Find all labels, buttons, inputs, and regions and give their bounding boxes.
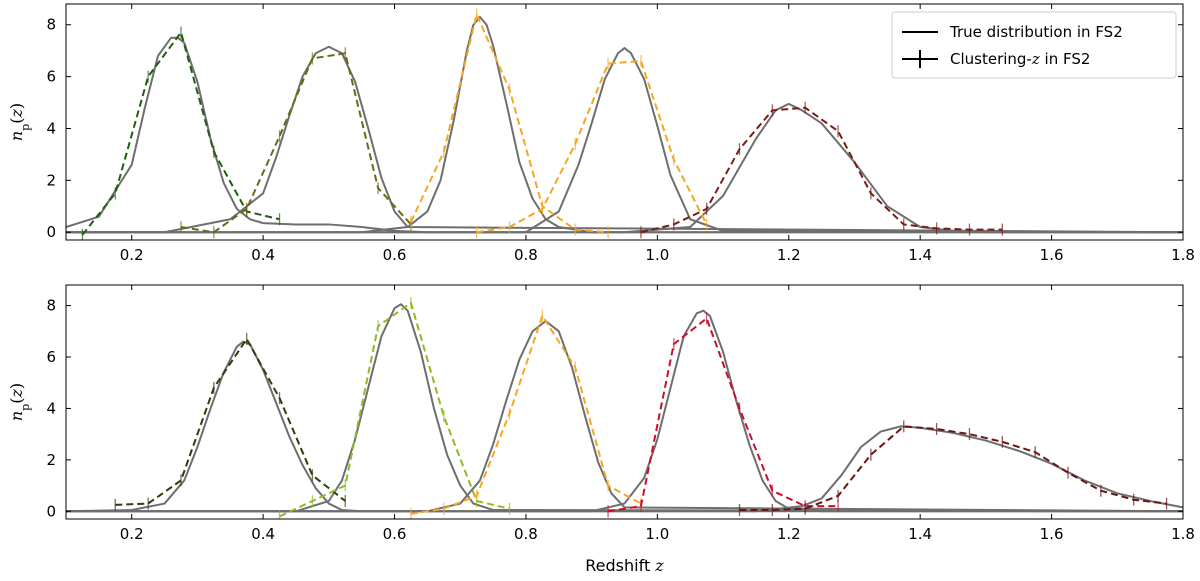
true-distribution-line-3 [66, 15, 1183, 234]
clustering-z-line [410, 313, 642, 515]
clustering-z-line [739, 425, 1167, 511]
y-tick-label: 6 [46, 348, 56, 366]
y-tick-label: 8 [46, 16, 56, 34]
x-tick-label: 1.0 [645, 246, 669, 264]
x-tick-label: 0.2 [120, 246, 144, 264]
x-tick-label: 1.2 [777, 525, 801, 543]
x-tick-label: 1.4 [908, 525, 932, 543]
panel-1: 0.2 0.4 0.6 0.8 1.0 1.2 1.4 1.6 1.8 0 2 4 6 8 np(z) Tru… [7, 3, 1195, 264]
y-tick-label: 4 [46, 399, 56, 417]
x-tick-label: 0.4 [251, 246, 275, 264]
y-tick-label: 2 [46, 171, 56, 189]
x-tick-label: 0.8 [514, 525, 538, 543]
y-tick-label: 2 [46, 451, 56, 469]
plot-area [66, 8, 1183, 240]
y-tick-label: 6 [46, 68, 56, 86]
x-tick-label: 1.6 [1040, 246, 1064, 264]
clustering-z-series-5 [640, 101, 1003, 239]
clustering-z-series-3 [410, 8, 609, 239]
clustering-z-series-1 [81, 26, 281, 240]
y-tick-label: 0 [46, 502, 56, 520]
panel-2: 0.2 0.4 0.6 0.8 1.0 1.2 1.4 1.6 1.8 0 2 4 6 8 np(z) Red… [7, 284, 1195, 575]
true-distribution-line-4 [66, 309, 1183, 513]
true-distribution-line-1 [66, 36, 1183, 234]
clustering-z-line [410, 11, 609, 234]
x-axis-label: Redshift z [585, 556, 664, 575]
x-tick-label: 0.6 [383, 246, 407, 264]
axes-frame [65, 284, 1184, 520]
x-tick-label: 0.2 [120, 525, 144, 543]
x-tick-label: 0.8 [514, 246, 538, 264]
clustering-z-series-5 [738, 420, 1168, 516]
true-distribution-line-5 [66, 425, 1183, 513]
clustering-z-series-2 [278, 297, 511, 519]
clustering-z-series-4 [476, 55, 708, 239]
true-distribution-line-2 [66, 303, 1183, 513]
x-tick-label: 1.2 [777, 246, 801, 264]
y-tick-label: 4 [46, 119, 56, 137]
clustering-z-series-4 [607, 312, 839, 518]
x-tick-label: 1.4 [908, 246, 932, 264]
true-distribution-line-5 [66, 102, 1183, 234]
true-distribution-line-3 [66, 320, 1183, 513]
true-distribution-line-4 [66, 47, 1183, 234]
axes-frame [65, 3, 1184, 241]
clustering-z-line [279, 301, 510, 518]
clustering-z-line [115, 337, 346, 506]
legend: True distribution in FS2 Clustering-z in … [891, 11, 1177, 79]
plot-area [66, 297, 1183, 519]
clustering-z-line [476, 59, 708, 234]
clustering-z-series-2 [180, 47, 412, 239]
legend-box [891, 11, 1177, 79]
clustering-z-line [607, 316, 839, 513]
x-tick-label: 1.6 [1040, 525, 1064, 543]
legend-label: Clustering-z in FS2 [950, 50, 1090, 68]
clustering-z-series-1 [114, 333, 346, 511]
clustering-z-line [640, 106, 1003, 234]
y-tick-label: 8 [46, 297, 56, 315]
y-axis-label: np(z) [7, 103, 32, 141]
true-distribution-line-1 [66, 340, 1183, 513]
x-tick-label: 0.4 [251, 525, 275, 543]
y-tick-label: 0 [46, 223, 56, 241]
x-tick-label: 1.8 [1171, 525, 1195, 543]
x-tick-label: 1.8 [1171, 246, 1195, 264]
legend-entry-2: Clustering-z in FS2 [902, 50, 1090, 68]
x-tick-label: 1.0 [645, 525, 669, 543]
legend-entry-1: True distribution in FS2 [902, 23, 1123, 41]
legend-label: True distribution in FS2 [949, 23, 1123, 41]
y-axis-label: np(z) [7, 383, 32, 421]
clustering-z-line [180, 52, 412, 234]
x-tick-label: 0.6 [383, 525, 407, 543]
clustering-z-series-3 [410, 309, 642, 519]
